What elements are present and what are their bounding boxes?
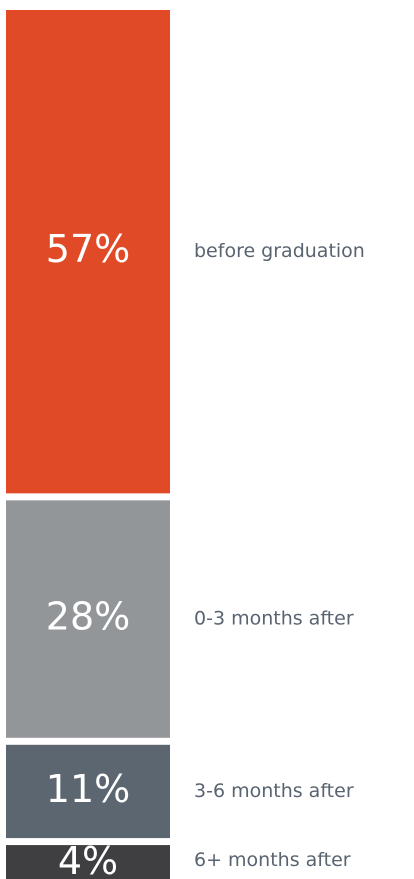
value-label: 57% <box>46 227 130 271</box>
bar-segment <box>6 744 170 839</box>
bar-segment <box>6 500 170 738</box>
bar-segment <box>6 845 170 879</box>
category-label: 6+ months after <box>194 849 351 871</box>
bar-segment <box>6 10 170 494</box>
category-label: 3-6 months after <box>194 780 354 802</box>
value-label: 11% <box>46 767 130 811</box>
category-label: 0-3 months after <box>194 608 354 630</box>
value-label: 4% <box>58 839 118 879</box>
value-label: 28% <box>46 595 130 639</box>
category-label: before graduation <box>194 240 365 262</box>
